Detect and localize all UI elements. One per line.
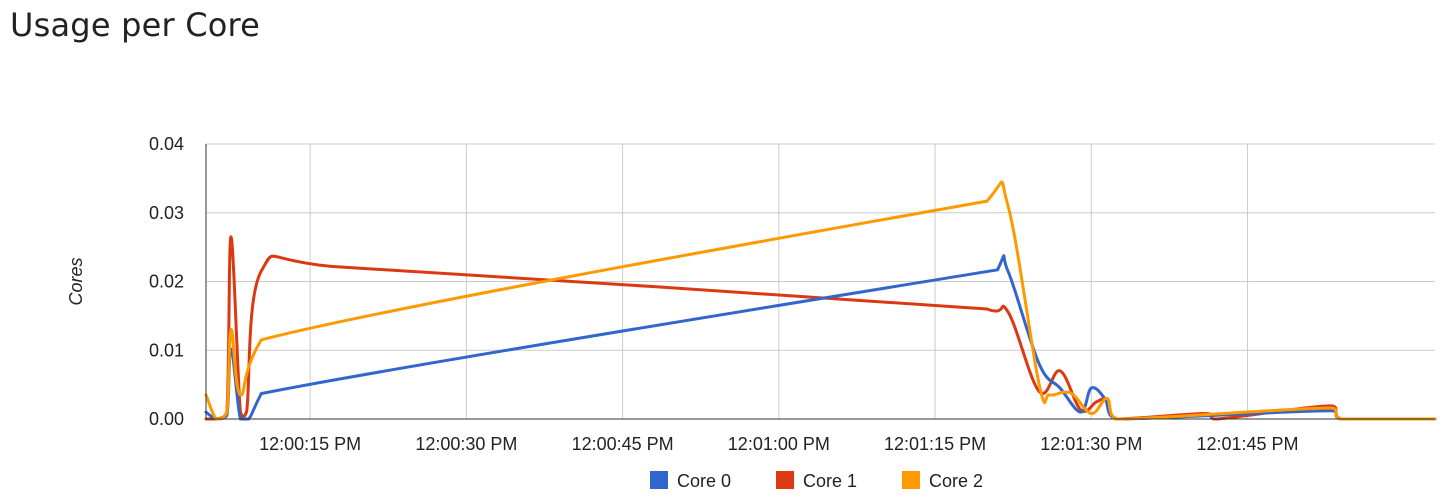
legend-label-core-1: Core 1 [803, 471, 857, 491]
page-title: Usage per Core [10, 6, 261, 44]
y-tick-label: 0.00 [149, 409, 184, 429]
grid [206, 143, 1435, 419]
x-axis-ticks: 12:00:15 PM 12:00:30 PM 12:00:45 PM 12:01:0… [259, 434, 1298, 454]
y-tick-label: 0.01 [149, 340, 184, 360]
legend-swatch-core-2 [902, 471, 920, 489]
x-tick-label: 12:01:15 PM [884, 434, 986, 454]
axes [205, 144, 1435, 420]
x-tick-label: 12:00:45 PM [572, 434, 674, 454]
legend-label-core-2: Core 2 [929, 471, 983, 491]
y-tick-label: 0.04 [149, 134, 184, 154]
legend-swatch-core-1 [776, 471, 794, 489]
series-line-core-1 [204, 235, 1437, 421]
series-lines [204, 180, 1437, 421]
y-axis-label: Cores [66, 257, 86, 305]
x-tick-label: 12:01:30 PM [1040, 434, 1142, 454]
legend: Core 0 Core 1 Core 2 [650, 471, 983, 491]
x-tick-label: 12:01:00 PM [728, 434, 830, 454]
y-tick-label: 0.03 [149, 203, 184, 223]
x-tick-label: 12:00:30 PM [415, 434, 517, 454]
series-line-core-0 [204, 254, 1437, 421]
x-tick-label: 12:00:15 PM [259, 434, 361, 454]
x-tick-label: 12:01:45 PM [1196, 434, 1298, 454]
y-tick-label: 0.02 [149, 272, 184, 292]
legend-label-core-0: Core 0 [677, 471, 731, 491]
legend-swatch-core-0 [650, 471, 668, 489]
series-line-core-2 [204, 180, 1437, 421]
y-axis-ticks: 0.00 0.01 0.02 0.03 0.04 [149, 134, 184, 429]
